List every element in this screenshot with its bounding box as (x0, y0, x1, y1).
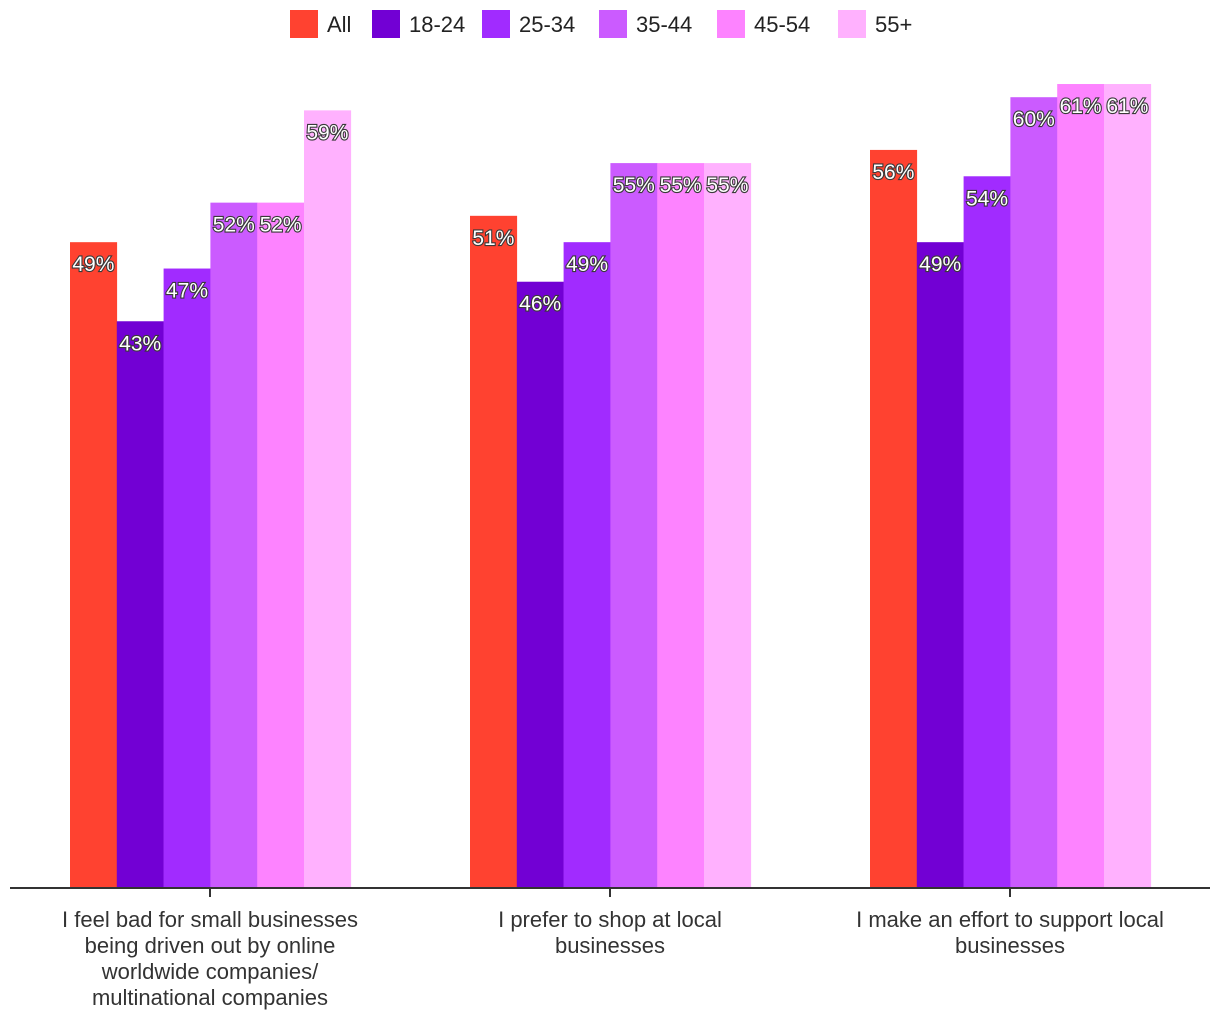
data-label-45-54-cat1: 52% (260, 214, 302, 237)
bar-18-24-cat2 (516, 281, 564, 889)
legend-label-25-34: 25-34 (519, 12, 575, 37)
data-label-All-cat3: 56% (872, 161, 914, 184)
category-label-line: being driven out by online (85, 933, 336, 958)
bar-All-cat2 (470, 215, 518, 888)
bar-35-44-cat2 (610, 163, 658, 889)
legend-swatch-35-44 (599, 10, 627, 38)
legend-swatch-All (290, 10, 318, 38)
category-label-line: worldwide companies/ (101, 959, 319, 984)
bar-35-44-cat3 (1010, 97, 1058, 888)
category-label-line: I prefer to shop at local (498, 907, 722, 932)
legend-swatch-18-24 (372, 10, 400, 38)
data-label-45-54-cat2: 55% (660, 174, 702, 197)
data-label-25-34-cat3: 54% (966, 187, 1008, 210)
legend-swatch-55+ (838, 10, 866, 38)
category-label-line: businesses (955, 933, 1065, 958)
bar-55+-cat1 (304, 110, 352, 888)
bar-25-34-cat3 (963, 176, 1011, 888)
data-label-All-cat1: 49% (72, 253, 114, 276)
data-label-35-44-cat3: 60% (1013, 108, 1055, 131)
bars: 49%51%56%43%46%49%47%49%54%52%55%60%52%5… (70, 84, 1152, 889)
category-label-2: I prefer to shop at local businesses (498, 907, 722, 958)
legend-swatch-25-34 (482, 10, 510, 38)
data-label-25-34-cat2: 49% (566, 253, 608, 276)
data-label-55+-cat1: 59% (306, 121, 348, 144)
data-label-55+-cat3: 61% (1106, 95, 1148, 118)
data-label-35-44-cat2: 55% (613, 174, 655, 197)
bar-18-24-cat1 (116, 321, 164, 888)
data-label-18-24-cat1: 43% (119, 332, 161, 355)
bar-18-24-cat3 (916, 242, 964, 888)
bar-45-54-cat3 (1057, 84, 1105, 888)
legend-label-45-54: 45-54 (754, 12, 810, 37)
category-label-line: businesses (555, 933, 665, 958)
bar-25-34-cat1 (163, 268, 211, 888)
bar-All-cat3 (870, 149, 918, 889)
category-label-line: multinational companies (92, 985, 328, 1010)
bar-All-cat1 (70, 242, 118, 888)
legend-swatch-45-54 (717, 10, 745, 38)
category-label-3: I make an effort to support local busines… (856, 907, 1164, 958)
data-label-18-24-cat2: 46% (519, 293, 561, 316)
category-label-line: I feel bad for small businesses (62, 907, 358, 932)
legend-label-35-44: 35-44 (636, 12, 692, 37)
data-label-18-24-cat3: 49% (919, 253, 961, 276)
data-label-35-44-cat1: 52% (213, 214, 255, 237)
bar-55+-cat2 (704, 163, 752, 889)
bar-35-44-cat1 (210, 202, 258, 888)
legend-label-18-24: 18-24 (409, 12, 465, 37)
bar-25-34-cat2 (563, 242, 611, 888)
bar-45-54-cat2 (657, 163, 705, 889)
legend: All 18-24 25-34 35-44 45-54 55+ (290, 10, 912, 38)
data-label-25-34-cat1: 47% (166, 280, 208, 303)
x-axis-ticks (209, 888, 1011, 897)
category-label-1: I feel bad for small businesses being dri… (62, 907, 358, 1010)
category-label-line: I make an effort to support local (856, 907, 1164, 932)
bar-55+-cat3 (1104, 84, 1152, 888)
data-label-55+-cat2: 55% (706, 174, 748, 197)
data-label-45-54-cat3: 61% (1060, 95, 1102, 118)
legend-label-All: All (327, 12, 351, 37)
data-label-All-cat2: 51% (472, 227, 514, 250)
bar-45-54-cat1 (257, 202, 305, 888)
x-axis-labels: I feel bad for small businesses being dri… (62, 907, 1164, 1010)
legend-label-55+: 55+ (875, 12, 912, 37)
